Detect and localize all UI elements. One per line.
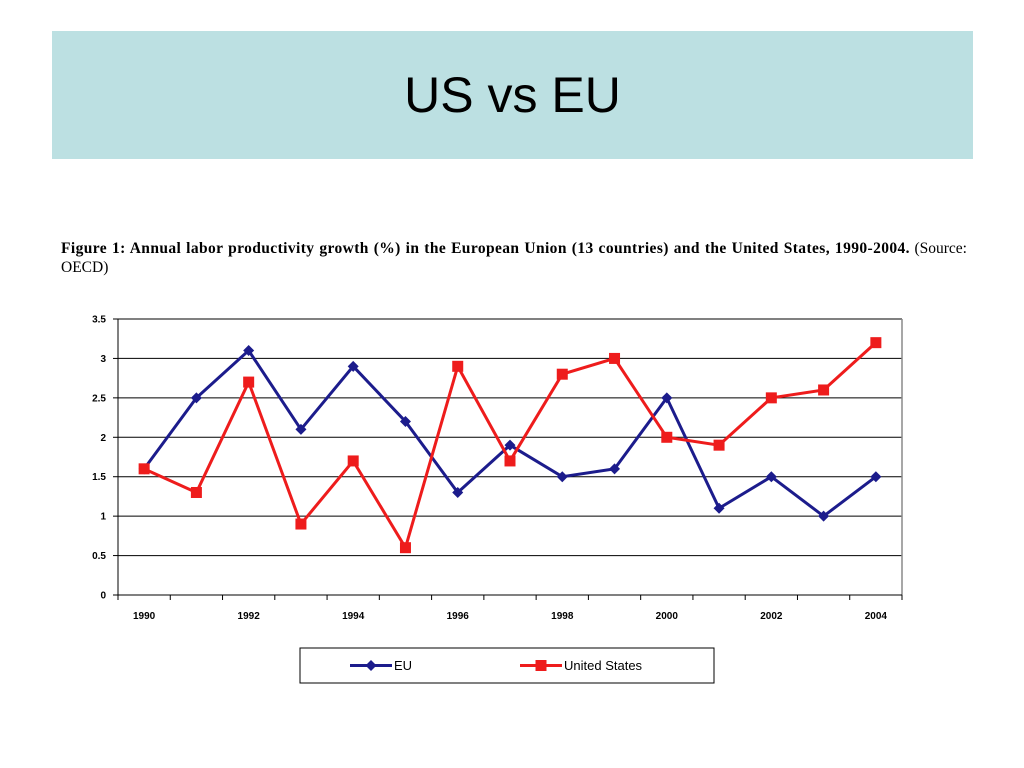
x-tick-label: 2000 (656, 611, 679, 622)
line-chart: 0 0.5 1 1.5 2 2.5 3 3.5 1990 1992 1994 1996 1998 2000… (92, 315, 903, 684)
y-tick-label: 1 (100, 512, 106, 523)
data-point-diamond (399, 416, 411, 428)
data-point-square (556, 368, 568, 380)
data-point-square (295, 518, 307, 530)
x-tick-label: 1992 (238, 611, 261, 622)
x-tick-label: 1996 (447, 611, 470, 622)
data-point-square (452, 360, 464, 372)
x-tick-label: 1994 (342, 611, 365, 622)
legend-label: EU (394, 658, 412, 673)
x-tick-label: 2004 (865, 611, 888, 622)
y-tick-label: 2 (100, 433, 106, 444)
data-point-square (138, 463, 150, 475)
data-point-diamond (243, 345, 255, 357)
data-point-diamond (190, 392, 202, 404)
x-tick-label: 1990 (133, 611, 156, 622)
data-point-square (504, 455, 516, 467)
data-point-diamond (365, 660, 377, 671)
data-point-diamond (713, 502, 725, 514)
data-point-diamond (295, 423, 307, 435)
data-point-square (399, 542, 411, 554)
title-band: US vs EU (52, 31, 973, 159)
series-layer (138, 337, 882, 554)
data-point-square (713, 439, 725, 451)
data-point-diamond (452, 486, 464, 498)
data-point-square (818, 384, 830, 396)
y-tick-label: 1.5 (92, 472, 106, 483)
data-point-square (347, 455, 359, 467)
series-eu (138, 345, 882, 522)
data-point-diamond (661, 392, 673, 404)
y-tick-label: 2.5 (92, 393, 106, 404)
data-point-square (243, 376, 255, 388)
legend-label: United States (564, 658, 643, 673)
data-point-diamond (504, 439, 516, 451)
data-point-square (535, 660, 547, 671)
data-point-diamond (870, 471, 882, 483)
legend: EU United States (299, 647, 715, 684)
y-tick-label: 3.5 (92, 315, 106, 326)
tick-labels: 0 0.5 1 1.5 2 2.5 3 3.5 1990 1992 1994 1996 1998 2000… (92, 315, 887, 623)
y-tick-label: 3 (100, 354, 106, 365)
data-point-square (870, 337, 882, 349)
data-point-square (765, 392, 777, 404)
y-tick-label: 0.5 (92, 551, 106, 562)
data-point-square (190, 486, 202, 498)
slide-title: US vs EU (404, 67, 621, 123)
y-tick-label: 0 (100, 591, 106, 602)
figure-caption: Figure 1: Annual labor productivity grow… (61, 239, 967, 277)
data-point-square (609, 352, 621, 364)
data-point-square (661, 431, 673, 443)
series-united-states (138, 337, 882, 554)
caption-bold: Figure 1: Annual labor productivity grow… (61, 240, 910, 257)
x-tick-label: 1998 (551, 611, 574, 622)
x-tick-label: 2002 (760, 611, 783, 622)
data-point-diamond (556, 471, 568, 483)
data-point-diamond (347, 360, 359, 372)
data-point-diamond (765, 471, 777, 483)
data-point-diamond (609, 463, 621, 475)
series-line (142, 348, 877, 519)
caption-source: (Source: OECD) (61, 240, 967, 276)
axes (113, 318, 903, 600)
